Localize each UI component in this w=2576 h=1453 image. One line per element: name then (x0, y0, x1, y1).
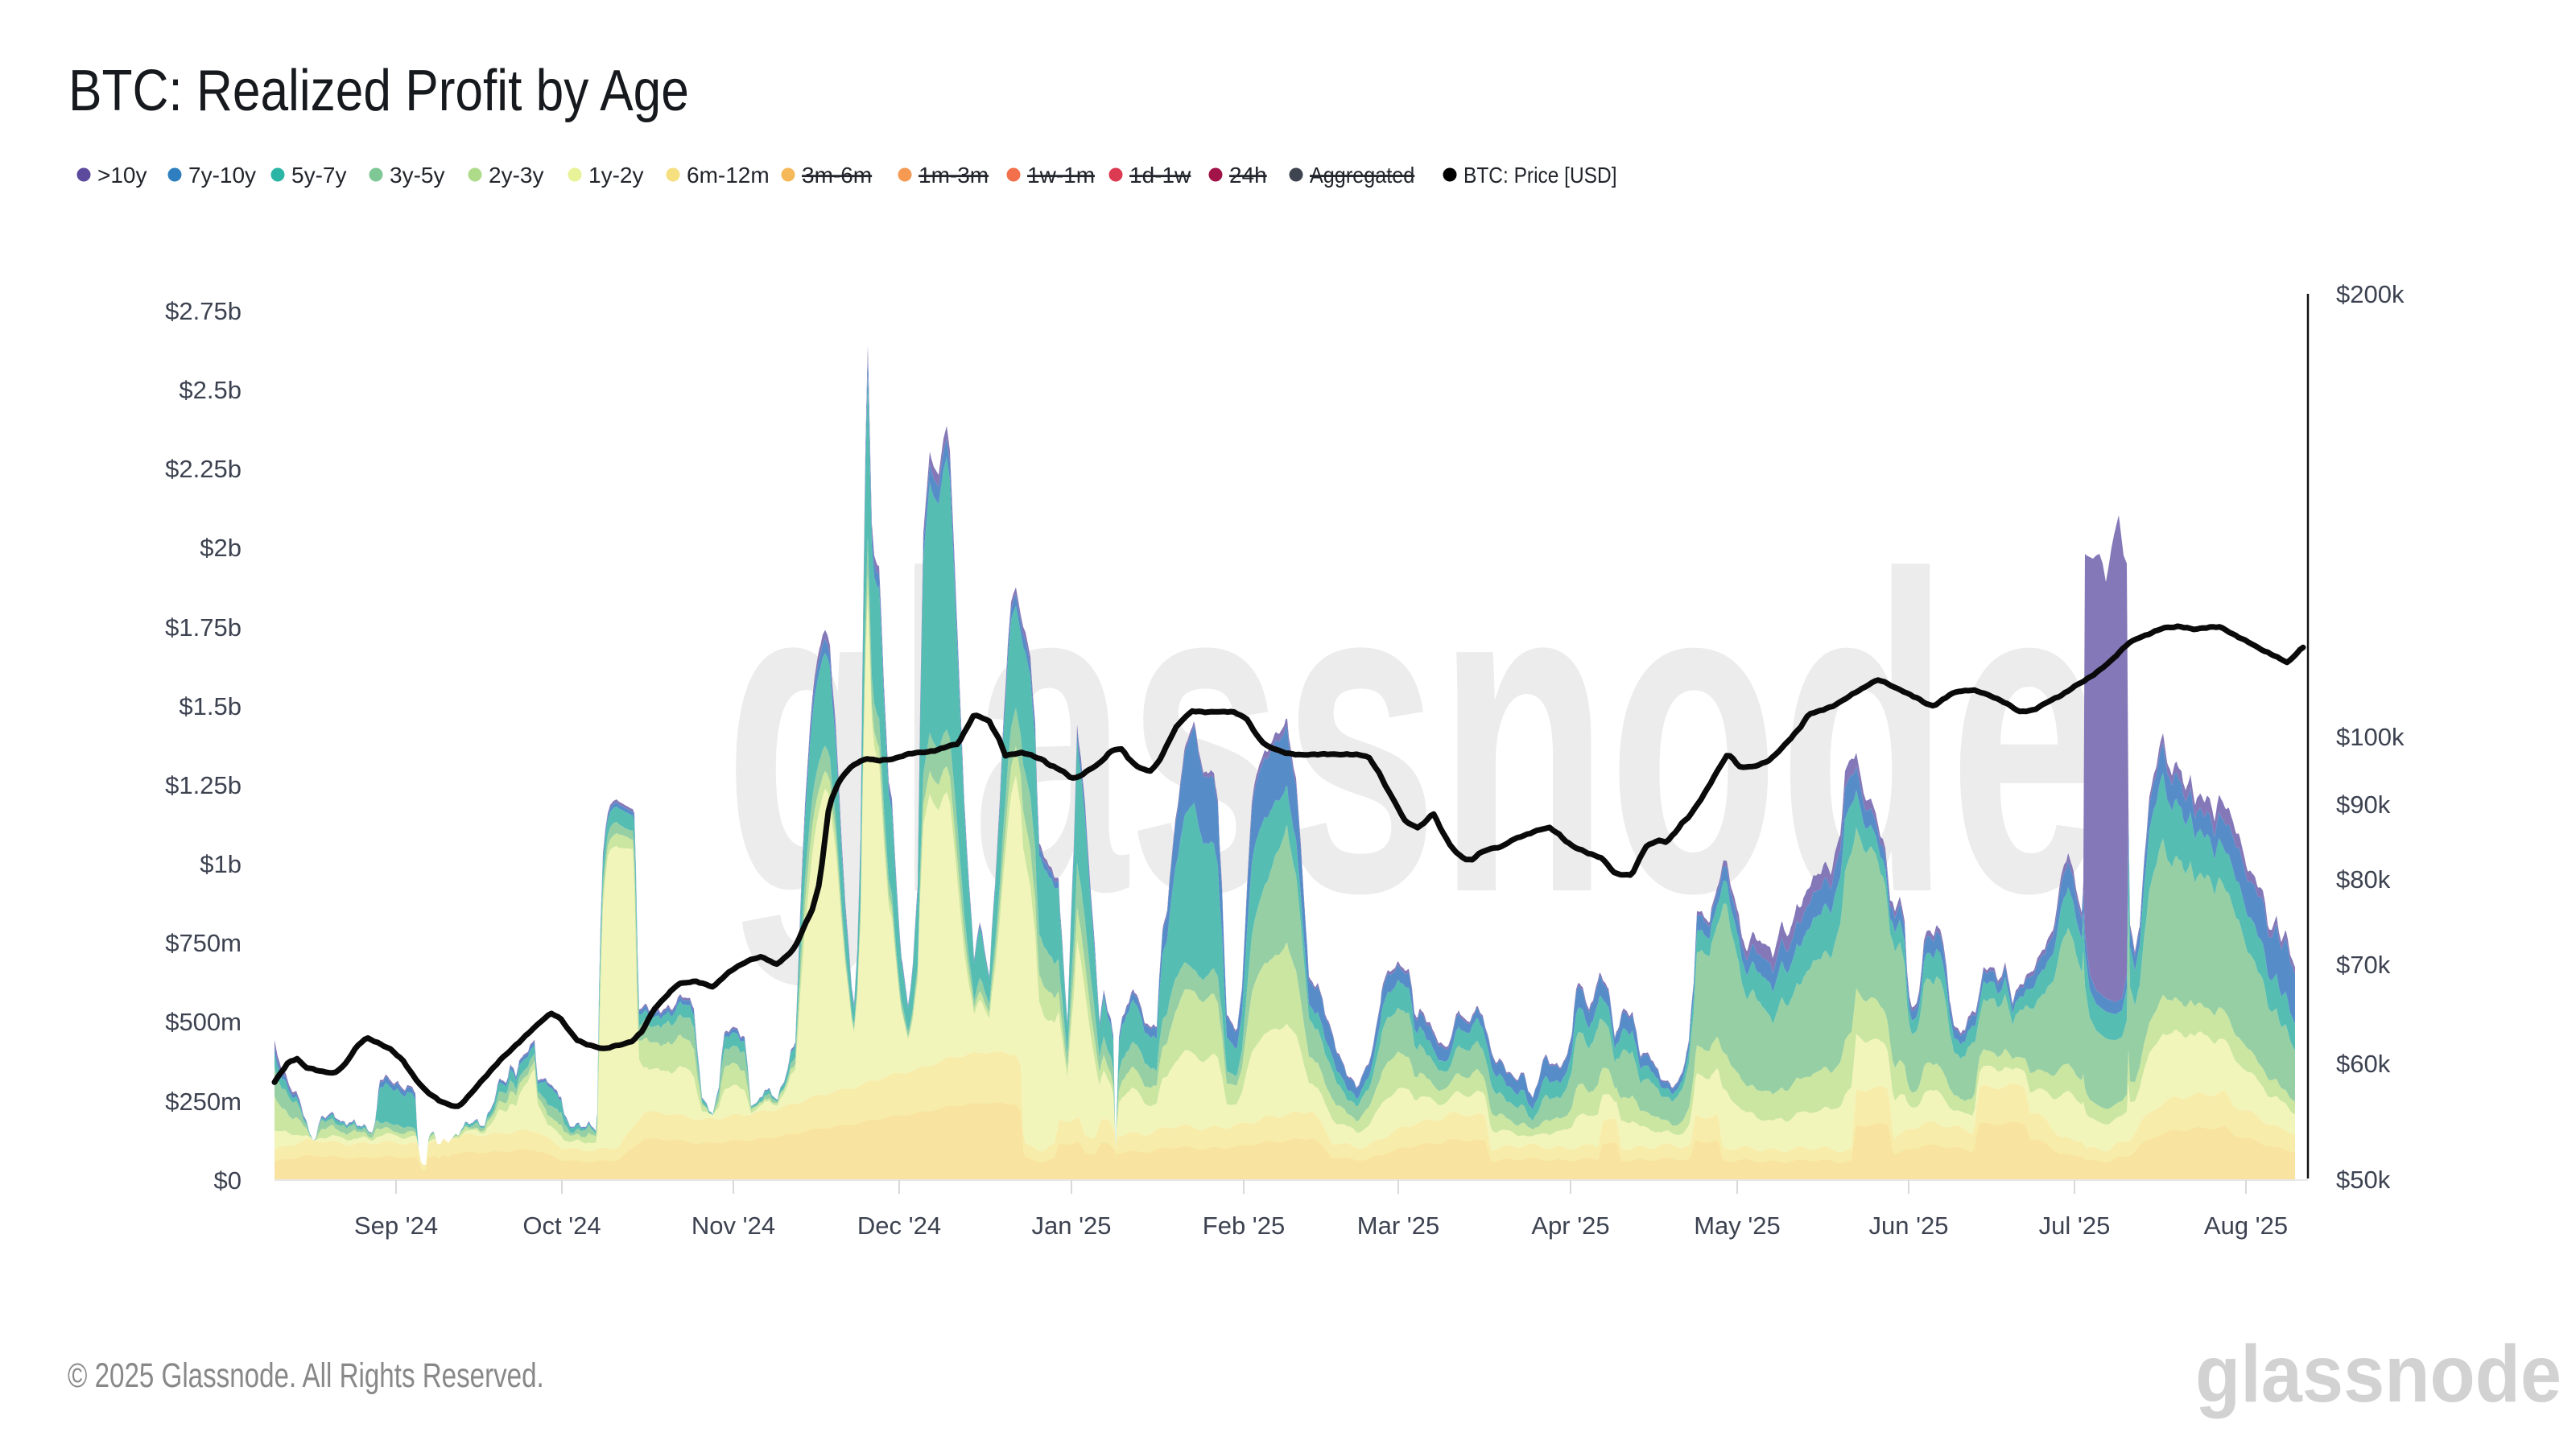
svg-text:$100k: $100k (2336, 723, 2405, 751)
svg-text:Mar '25: Mar '25 (1357, 1212, 1439, 1240)
svg-text:Nov '24: Nov '24 (691, 1212, 775, 1240)
svg-text:$250m: $250m (165, 1088, 242, 1116)
svg-text:7y-10y: 7y-10y (188, 163, 256, 188)
svg-text:5y-7y: 5y-7y (291, 163, 346, 188)
svg-text:$80k: $80k (2336, 865, 2391, 894)
svg-text:Oct '24: Oct '24 (522, 1212, 601, 1240)
svg-text:Feb '25: Feb '25 (1203, 1212, 1285, 1240)
svg-text:1w-1m: 1w-1m (1027, 163, 1095, 188)
svg-text:$0: $0 (214, 1166, 242, 1195)
svg-text:$1.25b: $1.25b (165, 771, 242, 799)
svg-text:BTC: Price [USD]: BTC: Price [USD] (1463, 162, 1617, 188)
svg-text:Dec '24: Dec '24 (857, 1212, 941, 1240)
svg-text:1m-3m: 1m-3m (919, 163, 989, 188)
svg-text:2y-3y: 2y-3y (489, 163, 543, 188)
svg-text:Apr '25: Apr '25 (1531, 1212, 1609, 1240)
svg-text:$1.75b: $1.75b (165, 613, 242, 642)
svg-text:3m-6m: 3m-6m (802, 163, 872, 188)
svg-text:$750m: $750m (165, 929, 242, 957)
svg-text:$1b: $1b (200, 850, 242, 878)
svg-text:$2.5b: $2.5b (179, 376, 242, 404)
svg-text:3y-5y: 3y-5y (390, 163, 444, 188)
svg-text:Aug '25: Aug '25 (2204, 1212, 2288, 1240)
svg-text:BTC: Realized Profit by Age: BTC: Realized Profit by Age (68, 59, 689, 123)
svg-text:$500m: $500m (165, 1008, 242, 1036)
svg-text:© 2025 Glassnode. All Rights R: © 2025 Glassnode. All Rights Reserved. (68, 1356, 544, 1395)
svg-text:$200k: $200k (2336, 280, 2405, 308)
svg-text:$90k: $90k (2336, 790, 2391, 819)
svg-text:$70k: $70k (2336, 951, 2391, 979)
svg-text:1y-2y: 1y-2y (588, 163, 643, 188)
svg-text:Jan '25: Jan '25 (1032, 1212, 1112, 1240)
svg-text:>10y: >10y (97, 163, 147, 188)
svg-text:Sep '24: Sep '24 (354, 1212, 438, 1240)
svg-text:$50k: $50k (2336, 1166, 2391, 1194)
svg-text:Aggregated: Aggregated (1310, 163, 1414, 188)
svg-text:6m-12m: 6m-12m (687, 163, 770, 188)
svg-text:1d-1w: 1d-1w (1129, 163, 1191, 188)
svg-text:24h: 24h (1229, 163, 1267, 188)
svg-text:glassnode: glassnode (2195, 1329, 2562, 1418)
svg-text:$2b: $2b (200, 534, 242, 562)
svg-text:$60k: $60k (2336, 1050, 2391, 1078)
svg-text:$2.25b: $2.25b (165, 455, 242, 483)
svg-text:Jun '25: Jun '25 (1869, 1212, 1949, 1240)
svg-text:$2.75b: $2.75b (165, 297, 242, 325)
svg-text:May '25: May '25 (1694, 1212, 1781, 1240)
svg-text:$1.5b: $1.5b (179, 692, 242, 720)
svg-text:Jul '25: Jul '25 (2039, 1212, 2111, 1240)
